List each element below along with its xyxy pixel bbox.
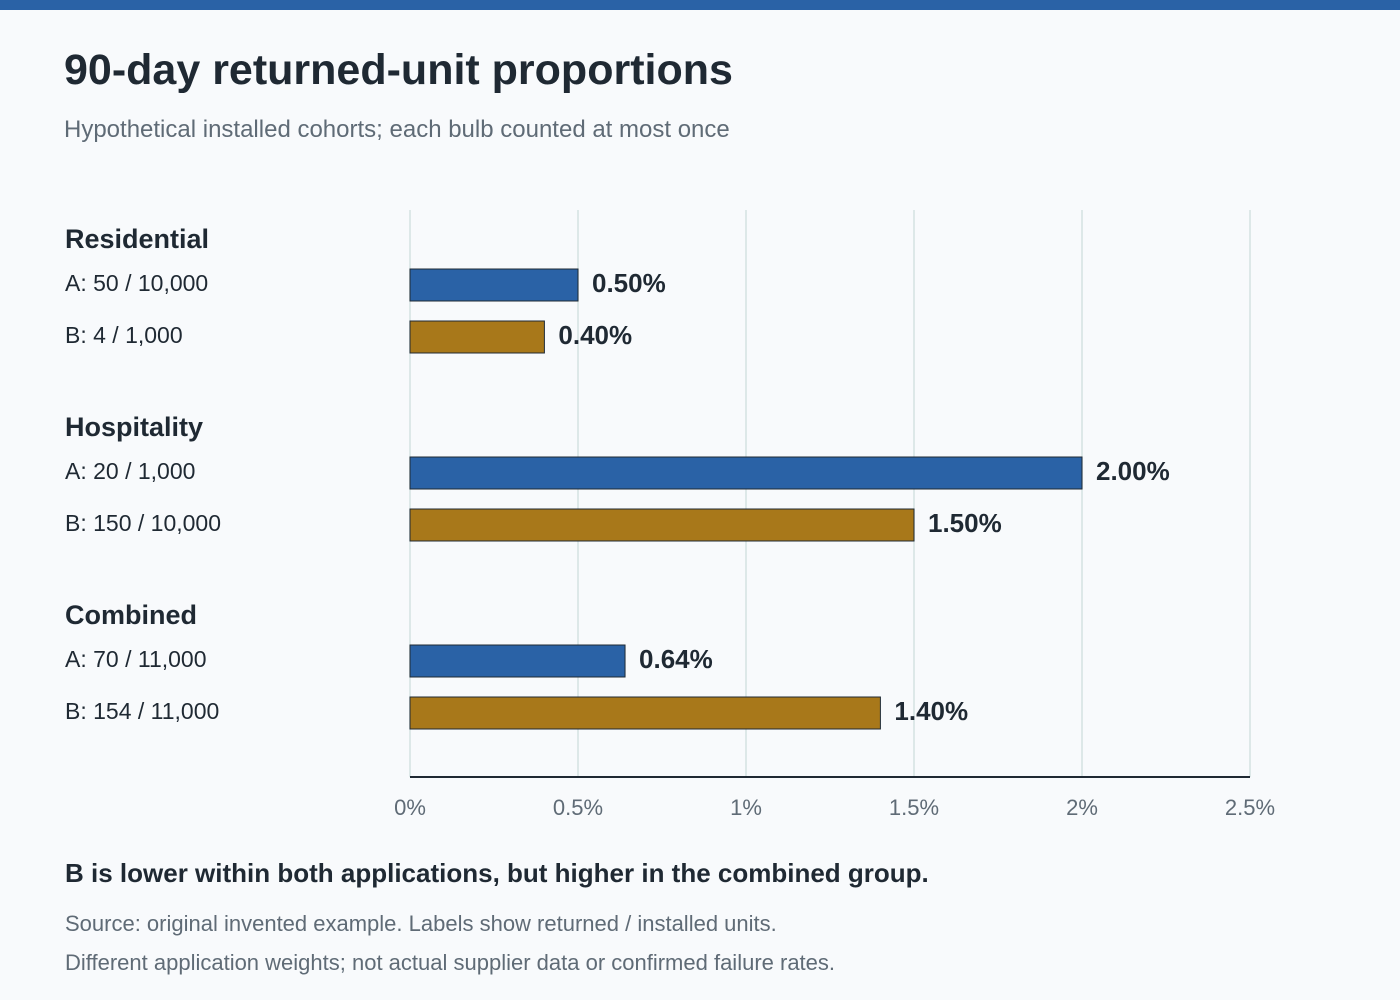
data-label: 2.00% (1096, 456, 1170, 486)
bar-category-label: A: 70 / 11,000 (65, 646, 207, 672)
group-label: Combined (65, 600, 197, 630)
x-tick-label: 2.5% (1225, 795, 1275, 820)
bar-a (409, 644, 626, 678)
bar-b (409, 508, 915, 542)
disclaimer-note: Different application weights; not actua… (65, 950, 836, 975)
x-tick-label: 0% (394, 795, 426, 820)
bar-category-label: A: 20 / 1,000 (65, 458, 195, 484)
x-tick-label: 0.5% (553, 795, 603, 820)
bar-a (409, 456, 1083, 490)
data-label: 0.64% (639, 644, 713, 674)
bar-category-label: B: 154 / 11,000 (65, 698, 219, 724)
accent-bar (0, 0, 1400, 10)
data-label: 1.40% (894, 696, 968, 726)
bar-category-label: B: 4 / 1,000 (65, 322, 183, 348)
data-label: 0.40% (558, 320, 632, 350)
chart-title: 90-day returned-unit proportions (64, 46, 733, 94)
group-label: Residential (65, 224, 209, 254)
data-label: 1.50% (928, 508, 1002, 538)
data-label: 0.50% (592, 268, 666, 298)
bar-b (409, 696, 881, 730)
chart-conclusion: B is lower within both applications, but… (65, 858, 929, 888)
bar-chart: 0% 0.5% 1% 1.5% 2% 2.5% Residential A: 50 / 10,… (65, 210, 1275, 820)
bar-category-label: A: 50 / 10,000 (65, 270, 208, 296)
bar-b (409, 320, 545, 354)
bar-category-label: B: 150 / 10,000 (65, 510, 221, 536)
chart-subtitle: Hypothetical installed cohorts; each bul… (64, 116, 730, 143)
bar-a (409, 268, 579, 302)
x-tick-label: 1.5% (889, 795, 939, 820)
x-tick-label: 2% (1066, 795, 1098, 820)
source-note: Source: original invented example. Label… (65, 911, 777, 936)
group-label: Hospitality (65, 412, 203, 442)
x-tick-label: 1% (730, 795, 762, 820)
